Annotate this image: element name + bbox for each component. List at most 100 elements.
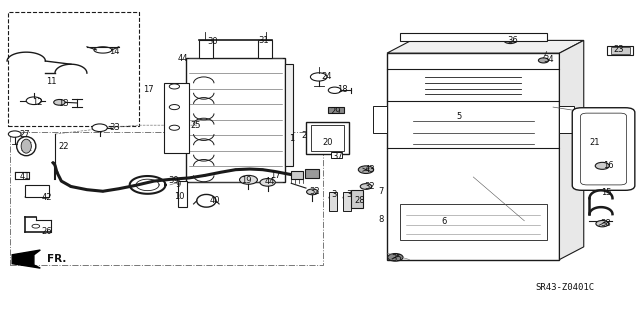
FancyBboxPatch shape bbox=[580, 113, 627, 185]
Circle shape bbox=[285, 173, 289, 175]
Text: 44: 44 bbox=[177, 54, 188, 63]
Bar bbox=[198, 41, 212, 58]
Circle shape bbox=[260, 169, 264, 171]
Text: 11: 11 bbox=[47, 77, 57, 86]
Bar bbox=[332, 152, 342, 158]
Bar bbox=[178, 181, 187, 207]
Text: 28: 28 bbox=[355, 196, 365, 205]
Circle shape bbox=[234, 169, 237, 171]
Circle shape bbox=[55, 171, 59, 173]
Circle shape bbox=[101, 190, 105, 192]
Text: 3: 3 bbox=[346, 190, 351, 199]
Bar bbox=[291, 171, 303, 179]
Text: 42: 42 bbox=[42, 193, 52, 202]
Text: 35: 35 bbox=[391, 254, 402, 263]
Circle shape bbox=[203, 174, 207, 176]
Bar bbox=[258, 41, 272, 58]
Bar bbox=[559, 106, 573, 132]
Text: SR43-Z0401C: SR43-Z0401C bbox=[536, 283, 595, 292]
Circle shape bbox=[358, 166, 374, 174]
Text: 2: 2 bbox=[301, 131, 307, 140]
Bar bbox=[285, 64, 292, 166]
Text: 22: 22 bbox=[58, 142, 68, 151]
Bar bbox=[186, 58, 285, 182]
Bar bbox=[8, 12, 140, 126]
Text: 39: 39 bbox=[168, 176, 179, 185]
Text: 16: 16 bbox=[604, 161, 614, 170]
Text: 13: 13 bbox=[58, 100, 68, 108]
Text: 31: 31 bbox=[259, 36, 269, 45]
Bar bbox=[15, 172, 29, 179]
Circle shape bbox=[170, 178, 173, 180]
Bar bbox=[10, 131, 323, 265]
Circle shape bbox=[596, 220, 609, 227]
Text: 9: 9 bbox=[175, 181, 181, 189]
Bar bbox=[400, 204, 547, 241]
Text: 40: 40 bbox=[209, 196, 220, 205]
Circle shape bbox=[32, 224, 40, 228]
FancyBboxPatch shape bbox=[572, 108, 635, 190]
Bar bbox=[25, 185, 49, 197]
Text: 25: 25 bbox=[190, 121, 201, 130]
Bar bbox=[328, 107, 344, 114]
Circle shape bbox=[170, 84, 179, 89]
Text: FR.: FR. bbox=[47, 254, 66, 263]
Ellipse shape bbox=[17, 137, 36, 156]
Circle shape bbox=[8, 131, 21, 137]
Text: 20: 20 bbox=[323, 137, 333, 146]
Text: 32: 32 bbox=[310, 187, 320, 197]
Circle shape bbox=[69, 186, 73, 188]
Text: 26: 26 bbox=[42, 227, 52, 236]
Text: 33: 33 bbox=[109, 123, 120, 132]
Text: 5: 5 bbox=[456, 112, 462, 121]
Bar bbox=[611, 48, 630, 54]
Text: 43: 43 bbox=[365, 165, 375, 174]
Text: 18: 18 bbox=[337, 85, 348, 94]
Circle shape bbox=[92, 124, 108, 131]
Circle shape bbox=[538, 58, 548, 63]
Bar bbox=[400, 33, 547, 41]
Text: 44: 44 bbox=[265, 177, 275, 186]
Bar bbox=[373, 106, 387, 132]
Bar bbox=[387, 53, 559, 260]
Text: 36: 36 bbox=[508, 36, 518, 45]
Polygon shape bbox=[12, 250, 40, 268]
Circle shape bbox=[388, 254, 403, 261]
Text: 8: 8 bbox=[378, 215, 383, 224]
Circle shape bbox=[595, 162, 609, 169]
Bar bbox=[343, 192, 351, 211]
Text: 17: 17 bbox=[143, 85, 154, 94]
Text: 27: 27 bbox=[20, 130, 30, 139]
Circle shape bbox=[343, 196, 351, 199]
Text: 14: 14 bbox=[109, 47, 120, 56]
Text: 3: 3 bbox=[332, 190, 337, 199]
Ellipse shape bbox=[21, 139, 31, 153]
Text: 37: 37 bbox=[333, 152, 343, 161]
Circle shape bbox=[260, 179, 275, 186]
Circle shape bbox=[54, 100, 65, 105]
Text: 17: 17 bbox=[270, 171, 280, 180]
Bar bbox=[164, 83, 189, 153]
Bar bbox=[351, 190, 364, 208]
Bar bbox=[311, 125, 344, 151]
Text: 34: 34 bbox=[543, 55, 554, 64]
Text: 19: 19 bbox=[241, 176, 252, 185]
Text: 23: 23 bbox=[614, 45, 624, 55]
Circle shape bbox=[310, 73, 327, 81]
Circle shape bbox=[170, 125, 179, 130]
Circle shape bbox=[26, 97, 42, 105]
Text: 1: 1 bbox=[289, 134, 294, 143]
Circle shape bbox=[329, 196, 337, 199]
Circle shape bbox=[133, 185, 137, 187]
Text: 15: 15 bbox=[601, 188, 611, 197]
Text: 12: 12 bbox=[33, 98, 43, 107]
Text: 24: 24 bbox=[321, 72, 332, 81]
Text: 7: 7 bbox=[378, 187, 383, 196]
Bar bbox=[306, 122, 349, 154]
Circle shape bbox=[307, 189, 318, 195]
Circle shape bbox=[239, 175, 257, 184]
Circle shape bbox=[328, 87, 341, 93]
Bar bbox=[607, 46, 633, 55]
Circle shape bbox=[51, 162, 55, 164]
Bar bbox=[305, 169, 319, 178]
